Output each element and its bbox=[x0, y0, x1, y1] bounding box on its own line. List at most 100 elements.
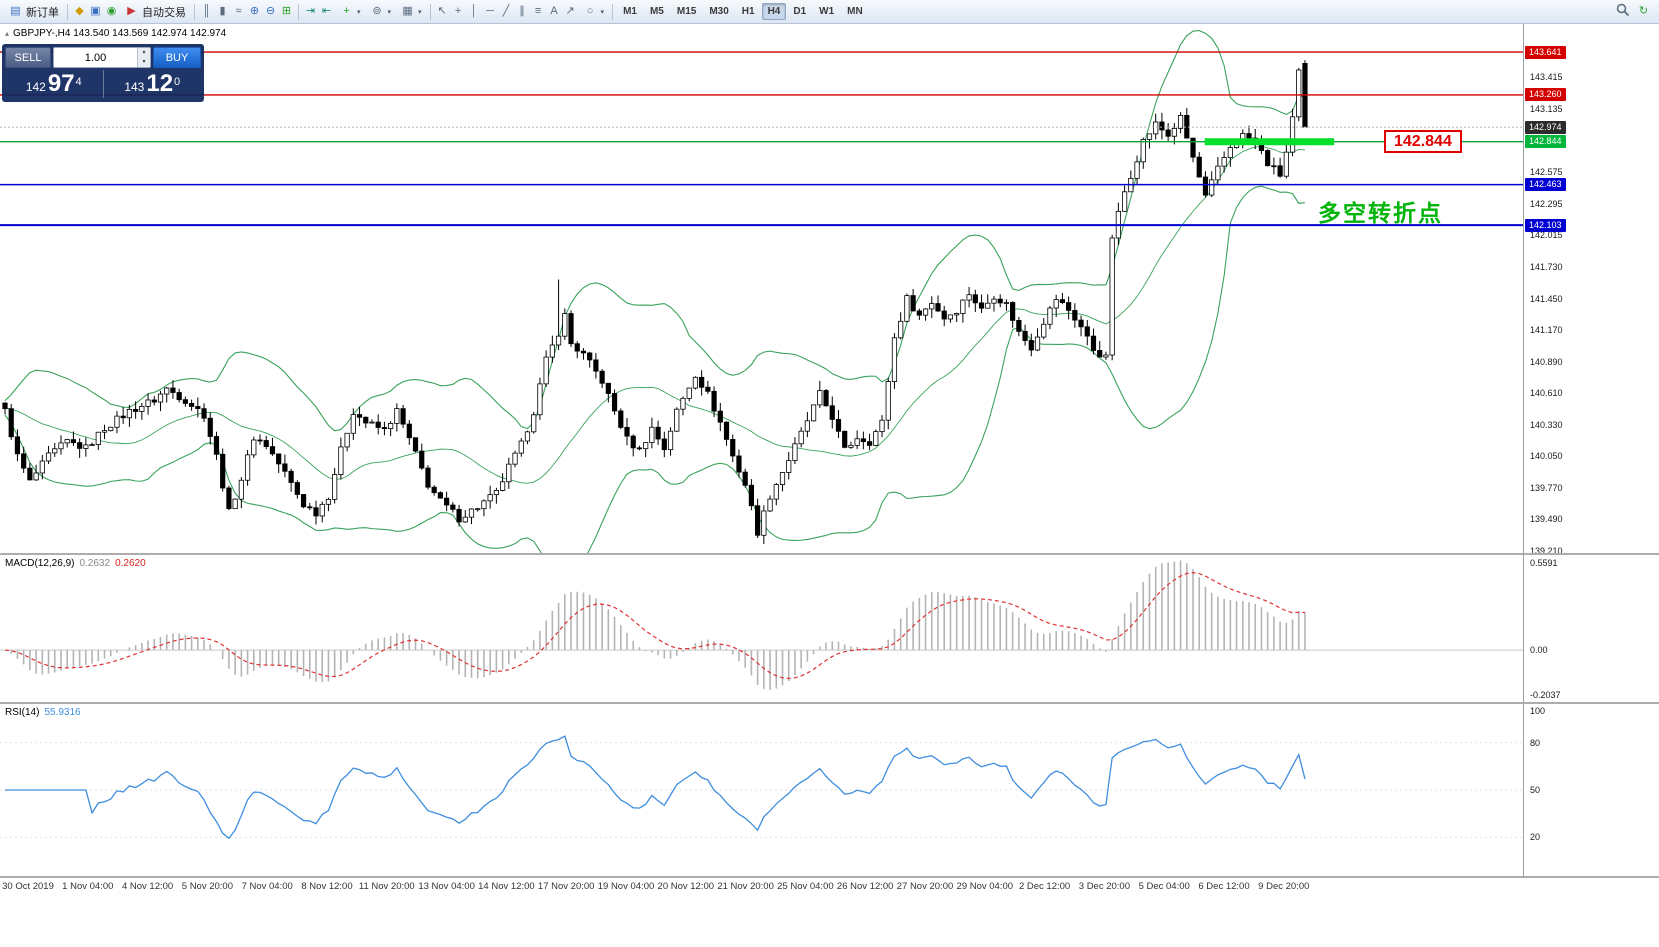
vertical-line-icon[interactable]: │ bbox=[470, 5, 478, 17]
refresh-icon[interactable]: ↻ bbox=[1638, 5, 1649, 17]
volume-field: ▴ ▾ bbox=[53, 47, 151, 68]
rsi-name: RSI(14) bbox=[5, 707, 40, 718]
shapes-icon: ○ bbox=[586, 5, 594, 17]
zoom-out-icon[interactable]: ⊖ bbox=[265, 5, 276, 17]
rsi-header: RSI(14) 55.9316 bbox=[5, 707, 81, 718]
price-axis-label: 139.210 bbox=[1530, 545, 1563, 556]
timeframe-m5[interactable]: M5 bbox=[649, 6, 664, 17]
rsi-axis-label: 100 bbox=[1530, 706, 1546, 716]
price-axis-label: 142.575 bbox=[1530, 167, 1563, 177]
candlestick-chart-icon[interactable]: ▮ bbox=[219, 5, 226, 17]
time-label: 13 Nov 04:00 bbox=[418, 881, 475, 892]
price-chart-panel[interactable]: ▴ GBPJPY-,H4 143.540 143.569 142.974 142… bbox=[0, 24, 1523, 553]
sell-price[interactable]: 142 97 4 bbox=[25, 70, 82, 97]
price-axis-label: 140.890 bbox=[1530, 356, 1563, 367]
panel-divider[interactable] bbox=[0, 553, 1659, 555]
time-label: 3 Dec 20:00 bbox=[1078, 881, 1131, 892]
time-label: 4 Nov 12:00 bbox=[121, 881, 174, 892]
periods-button[interactable]: ⊚ ▾ bbox=[366, 2, 396, 22]
fibonacci-icon[interactable]: ≡ bbox=[534, 5, 542, 17]
time-label: 26 Nov 12:00 bbox=[836, 881, 894, 892]
channel-icon[interactable]: ∥ bbox=[519, 5, 525, 17]
price-axis-label: 142.295 bbox=[1530, 198, 1563, 209]
rsi-chart[interactable] bbox=[0, 704, 1523, 876]
volume-up-icon[interactable]: ▴ bbox=[142, 49, 146, 55]
timeframe-m15[interactable]: M15 bbox=[676, 6, 697, 17]
time-label: 30 Oct 2019 bbox=[2, 881, 54, 892]
separator bbox=[429, 3, 431, 20]
volume-spinner: ▴ ▾ bbox=[137, 48, 150, 67]
rsi-panel[interactable]: RSI(14) 55.9316 bbox=[0, 704, 1523, 876]
chart-shift-icon[interactable]: ⇤ bbox=[321, 5, 332, 17]
annotation-text[interactable]: 多空转折点 bbox=[1318, 200, 1443, 226]
time-label: 7 Nov 04:00 bbox=[241, 881, 293, 892]
price-badge: 142.844 bbox=[1525, 135, 1566, 149]
price-axis-label: 143.135 bbox=[1530, 103, 1563, 114]
search-icon[interactable] bbox=[1616, 3, 1630, 20]
timeframe-d1[interactable]: D1 bbox=[793, 6, 807, 17]
new-order-label: 新订单 bbox=[26, 6, 59, 19]
price-axis-label: 139.770 bbox=[1530, 482, 1563, 493]
price-level-label[interactable]: 142.844 bbox=[1384, 130, 1462, 153]
macd-axis-label: 0.5591 bbox=[1530, 558, 1558, 568]
time-label: 17 Nov 20:00 bbox=[537, 881, 595, 892]
rsi-axis[interactable]: 100 80 50 20 bbox=[1524, 704, 1659, 876]
tile-windows-icon[interactable]: ⊞ bbox=[281, 5, 292, 17]
shapes-button[interactable]: ○ ▾ bbox=[579, 2, 609, 22]
volume-down-icon[interactable]: ▾ bbox=[142, 58, 146, 65]
text-tool-icon[interactable]: A bbox=[550, 5, 558, 17]
indicators-button[interactable]: + ▾ bbox=[335, 2, 365, 22]
bar-chart-icon[interactable]: ║ bbox=[202, 5, 211, 17]
sell-button[interactable]: SELL bbox=[5, 47, 51, 68]
zoom-in-icon[interactable]: ⊕ bbox=[249, 5, 260, 17]
price-axis-label: 141.450 bbox=[1530, 293, 1563, 304]
buy-button[interactable]: BUY bbox=[153, 47, 201, 68]
autotrading-button[interactable]: ▶ 自动交易 bbox=[120, 2, 190, 22]
timeframe-w1[interactable]: W1 bbox=[819, 6, 835, 17]
separator bbox=[194, 3, 195, 20]
price-badge: 143.260 bbox=[1525, 88, 1566, 102]
time-axis[interactable]: 30 Oct 2019 1 Nov 04:00 4 Nov 12:00 5 Nov 2… bbox=[0, 878, 1523, 898]
trendline-icon[interactable]: ╱ bbox=[502, 5, 510, 17]
crosshair-icon[interactable]: + bbox=[454, 5, 462, 17]
price-axis[interactable]: 143.415 143.135 142.575 142.295 142.015 141.7… bbox=[1524, 24, 1659, 556]
timeframe-m1[interactable]: M1 bbox=[623, 6, 637, 17]
timeframe-h1[interactable]: H1 bbox=[741, 6, 755, 17]
terminal-icon[interactable]: ▣ bbox=[90, 5, 101, 17]
metaeditor-icon[interactable]: ◆ bbox=[75, 5, 84, 17]
price-axis-label: 141.170 bbox=[1530, 325, 1563, 336]
macd-chart[interactable] bbox=[0, 555, 1523, 702]
panel-divider[interactable] bbox=[0, 702, 1659, 704]
price-axis-label: 140.610 bbox=[1530, 388, 1563, 399]
time-label: 29 Nov 04:00 bbox=[956, 881, 1014, 892]
new-order-button[interactable]: ▤ 新订单 bbox=[4, 2, 63, 22]
time-label: 9 Dec 20:00 bbox=[1258, 881, 1310, 892]
buy-price[interactable]: 143 12 0 bbox=[124, 70, 181, 97]
macd-panel[interactable]: MACD(12,26,9) 0.2632 0.2620 bbox=[0, 555, 1523, 702]
macd-header: MACD(12,26,9) 0.2632 0.2620 bbox=[5, 558, 146, 569]
new-order-icon: ▤ bbox=[10, 5, 21, 17]
macd-axis-label: 0.00 bbox=[1530, 645, 1548, 656]
autotrading-icon: ▶ bbox=[127, 5, 136, 17]
volume-input[interactable] bbox=[54, 48, 137, 67]
macd-value-main: 0.2632 bbox=[79, 558, 111, 569]
price-axis-label: 141.730 bbox=[1530, 262, 1563, 273]
line-chart-icon[interactable]: ≈ bbox=[235, 5, 242, 17]
macd-axis[interactable]: 0.5591 0.00 -0.2037 bbox=[1524, 555, 1659, 702]
quote-line: ▴ GBPJPY-,H4 143.540 143.569 142.974 142… bbox=[5, 28, 226, 39]
horizontal-line-icon[interactable]: ─ bbox=[486, 5, 494, 17]
toolbar-right-group: ↻ bbox=[1616, 3, 1655, 20]
cursor-icon[interactable]: ↖ bbox=[437, 5, 447, 17]
timeframe-mn[interactable]: MN bbox=[847, 6, 863, 17]
info-icon[interactable]: ◉ bbox=[106, 5, 117, 17]
autoscroll-icon[interactable]: ⇥ bbox=[305, 5, 316, 17]
macd-value-signal: 0.2620 bbox=[115, 558, 146, 569]
main-chart[interactable] bbox=[0, 24, 1523, 553]
timeframe-m30[interactable]: M30 bbox=[709, 6, 729, 17]
arrow-tools-icon[interactable]: ↗ bbox=[565, 5, 575, 17]
timeframe-h4[interactable]: H4 bbox=[761, 3, 787, 20]
time-label: 19 Nov 04:00 bbox=[597, 881, 655, 892]
symbol-marker-icon: ▴ bbox=[5, 29, 10, 38]
rsi-value: 55.9316 bbox=[44, 707, 81, 718]
templates-button[interactable]: ▦ ▾ bbox=[396, 2, 426, 22]
